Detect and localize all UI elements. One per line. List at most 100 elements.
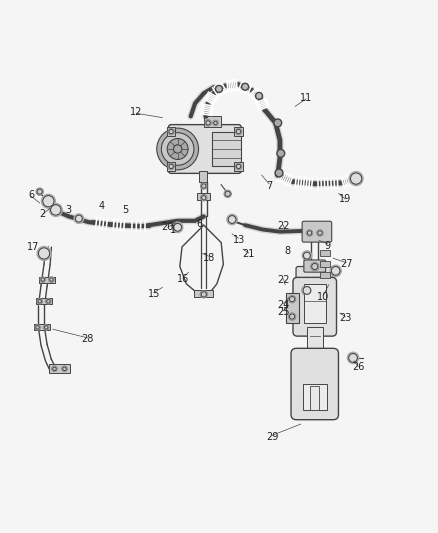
Circle shape bbox=[173, 145, 182, 153]
Bar bbox=[204, 116, 221, 127]
Text: 10: 10 bbox=[317, 292, 329, 302]
FancyBboxPatch shape bbox=[169, 125, 241, 173]
Circle shape bbox=[302, 285, 312, 296]
Circle shape bbox=[213, 120, 218, 125]
Circle shape bbox=[41, 278, 45, 281]
Text: 7: 7 bbox=[266, 181, 272, 191]
Bar bbox=[212, 132, 241, 166]
Bar bbox=[307, 327, 322, 349]
Bar bbox=[167, 162, 176, 171]
Circle shape bbox=[200, 291, 207, 298]
Circle shape bbox=[44, 325, 49, 330]
Circle shape bbox=[311, 263, 319, 270]
Text: 9: 9 bbox=[325, 240, 331, 251]
Circle shape bbox=[201, 184, 206, 188]
Circle shape bbox=[46, 298, 51, 304]
Circle shape bbox=[40, 277, 46, 282]
Circle shape bbox=[161, 133, 194, 165]
Circle shape bbox=[215, 85, 223, 92]
Text: 15: 15 bbox=[148, 289, 160, 299]
Circle shape bbox=[304, 252, 311, 259]
Circle shape bbox=[168, 128, 174, 135]
Text: 5: 5 bbox=[122, 205, 128, 215]
Circle shape bbox=[274, 119, 282, 127]
Circle shape bbox=[214, 121, 217, 125]
Bar bbox=[286, 293, 299, 323]
Bar bbox=[197, 192, 210, 200]
FancyBboxPatch shape bbox=[291, 349, 339, 419]
Circle shape bbox=[201, 292, 206, 297]
Circle shape bbox=[302, 251, 312, 261]
Text: 20: 20 bbox=[162, 222, 174, 232]
Circle shape bbox=[157, 128, 198, 170]
Circle shape bbox=[330, 265, 341, 277]
Circle shape bbox=[205, 120, 211, 126]
Circle shape bbox=[228, 215, 236, 223]
Text: 17: 17 bbox=[28, 242, 40, 252]
Circle shape bbox=[74, 214, 84, 223]
Circle shape bbox=[167, 139, 188, 159]
Bar bbox=[34, 325, 49, 330]
Bar bbox=[320, 272, 329, 278]
Circle shape bbox=[242, 83, 249, 90]
Bar bbox=[303, 384, 327, 410]
Text: 6: 6 bbox=[28, 190, 34, 200]
Circle shape bbox=[201, 196, 206, 200]
Circle shape bbox=[174, 223, 182, 231]
Circle shape bbox=[237, 164, 241, 168]
Circle shape bbox=[331, 266, 340, 275]
Circle shape bbox=[39, 248, 49, 259]
Circle shape bbox=[277, 149, 285, 157]
Circle shape bbox=[168, 163, 174, 169]
Bar bbox=[39, 277, 55, 282]
Bar bbox=[194, 290, 213, 297]
Circle shape bbox=[49, 278, 53, 281]
Text: 28: 28 bbox=[81, 334, 94, 344]
Circle shape bbox=[350, 173, 362, 184]
Circle shape bbox=[37, 246, 51, 261]
Circle shape bbox=[37, 189, 42, 194]
Text: 22: 22 bbox=[277, 276, 290, 286]
Circle shape bbox=[47, 300, 50, 303]
Circle shape bbox=[318, 231, 322, 235]
Circle shape bbox=[237, 130, 241, 134]
Text: 18: 18 bbox=[203, 253, 215, 263]
Circle shape bbox=[63, 367, 66, 370]
Circle shape bbox=[36, 326, 39, 329]
Text: 22: 22 bbox=[277, 221, 290, 231]
Circle shape bbox=[52, 366, 57, 372]
Circle shape bbox=[312, 263, 318, 270]
Text: 4: 4 bbox=[99, 201, 105, 212]
Circle shape bbox=[49, 204, 62, 216]
Circle shape bbox=[35, 325, 40, 330]
Circle shape bbox=[290, 296, 295, 302]
Text: 24: 24 bbox=[277, 300, 290, 310]
Circle shape bbox=[42, 194, 55, 208]
Circle shape bbox=[206, 120, 210, 125]
Circle shape bbox=[38, 300, 42, 303]
Circle shape bbox=[169, 164, 173, 168]
Text: 1: 1 bbox=[170, 224, 177, 235]
Circle shape bbox=[45, 326, 48, 329]
Circle shape bbox=[224, 190, 231, 197]
Circle shape bbox=[227, 214, 237, 225]
Circle shape bbox=[236, 128, 242, 135]
Circle shape bbox=[36, 188, 43, 195]
Circle shape bbox=[307, 231, 312, 235]
Circle shape bbox=[289, 313, 296, 320]
FancyBboxPatch shape bbox=[293, 277, 336, 336]
Text: 3: 3 bbox=[66, 205, 72, 215]
Circle shape bbox=[290, 314, 295, 319]
Circle shape bbox=[349, 353, 357, 362]
Text: 26: 26 bbox=[352, 362, 364, 373]
Circle shape bbox=[173, 222, 183, 232]
Circle shape bbox=[201, 195, 207, 201]
Text: 23: 23 bbox=[339, 313, 351, 323]
Circle shape bbox=[275, 169, 283, 177]
Circle shape bbox=[43, 196, 54, 207]
Circle shape bbox=[53, 367, 56, 370]
FancyBboxPatch shape bbox=[296, 266, 333, 286]
Circle shape bbox=[347, 352, 359, 364]
Text: 8: 8 bbox=[285, 246, 291, 256]
Text: 19: 19 bbox=[339, 194, 351, 204]
